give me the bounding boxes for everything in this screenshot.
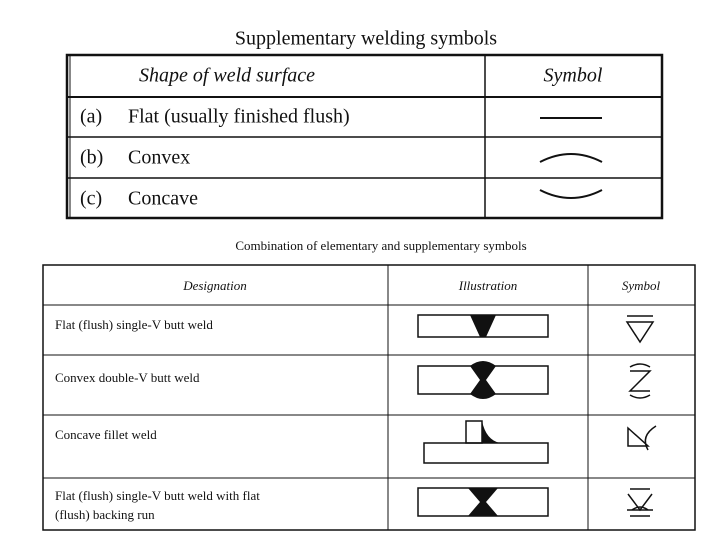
header-cell: Shape of weld surface [139, 65, 315, 87]
symbol-concave [539, 189, 603, 199]
designation: Convex double-V butt weld [55, 370, 200, 385]
row-shape: Flat (usually finished flush) [128, 106, 350, 128]
designation: (flush) backing run [55, 507, 155, 522]
row-shape: Convex [128, 147, 190, 169]
row-label: (c) [80, 188, 102, 210]
row-label: (a) [80, 106, 102, 128]
symbol-column [625, 315, 657, 517]
table-border [42, 264, 696, 531]
illustration-concave-fillet [423, 420, 549, 464]
illustration-flat-v [417, 314, 549, 338]
designation: Concave fillet weld [55, 427, 157, 442]
symbol-convex [539, 153, 603, 163]
illustration-convex-double-v [417, 361, 549, 399]
illustration-flat-v-backing [417, 487, 549, 517]
header-cell: Symbol [622, 278, 661, 293]
row-shape: Concave [128, 188, 198, 210]
table-supplementary: Shape of weld surface Symbol (a) Flat (u… [65, 53, 664, 220]
table-combination: Designation Illustration Symbol Flat (fl… [42, 264, 696, 531]
header-cell: Illustration [458, 278, 518, 293]
row-label: (b) [80, 147, 103, 169]
designation: Flat (flush) single-V butt weld with fla… [55, 488, 260, 503]
designation: Flat (flush) single-V butt weld [55, 317, 213, 332]
header-cell: Designation [182, 278, 247, 293]
subtitle: Combination of elementary and supplement… [235, 238, 526, 253]
title: Supplementary welding symbols [235, 28, 497, 50]
header-cell: Symbol [544, 65, 603, 87]
